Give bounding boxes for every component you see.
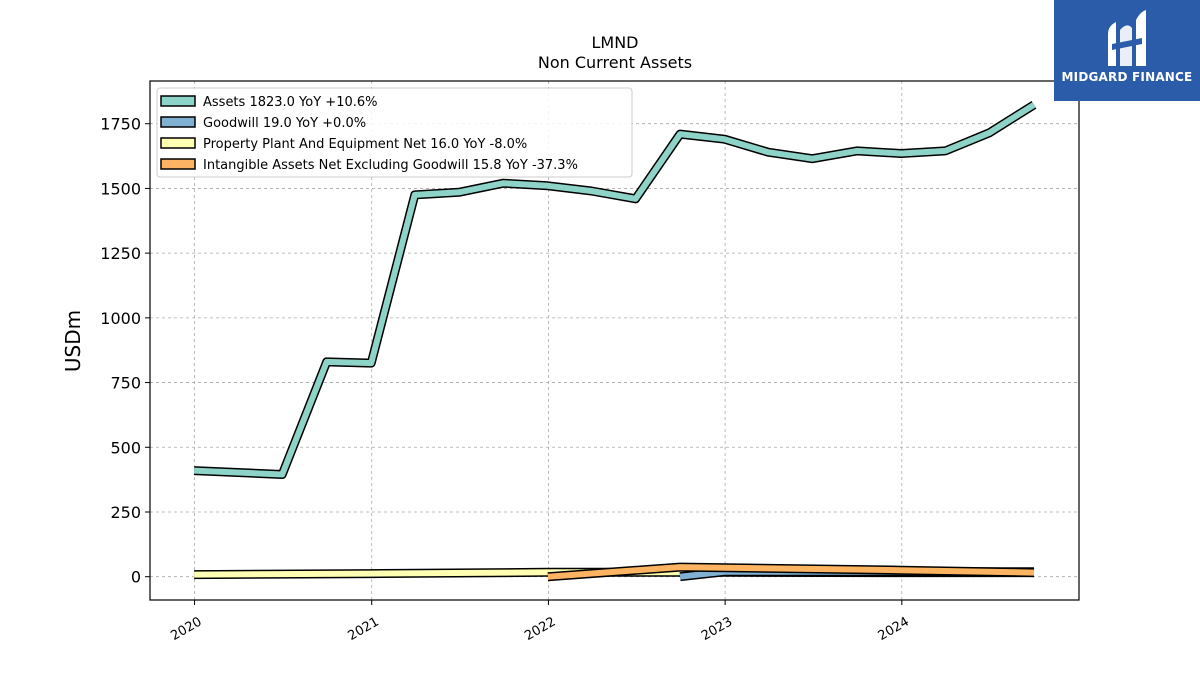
legend-swatch [160, 116, 196, 128]
series-3 [547, 562, 1035, 582]
y-tick-label: 1500 [100, 179, 141, 198]
y-tick-label: 1250 [100, 244, 141, 263]
legend-entry: Property Plant And Equipment Net 16.0 Yo… [203, 137, 527, 152]
x-tick-label: 2024 [876, 614, 912, 644]
y-tick-label: 500 [110, 438, 141, 457]
x-tick-label: 2020 [168, 614, 204, 644]
legend-swatch [160, 158, 196, 170]
legend-entry: Intangible Assets Net Excluding Goodwill… [203, 158, 578, 173]
y-tick-label: 1000 [100, 309, 141, 328]
plot-frame [149, 80, 1080, 601]
legend-swatch [160, 137, 196, 149]
y-tick-label: 750 [110, 374, 141, 393]
x-tick-label: 2022 [522, 614, 558, 644]
chart-title: LMND [591, 33, 638, 52]
series-line [547, 564, 1035, 580]
legend-swatch [160, 95, 196, 107]
series-0 [193, 100, 1037, 479]
x-tick-label: 2021 [346, 614, 382, 644]
legend-box [156, 87, 633, 178]
legend-entry: Goodwill 19.0 YoY +0.0% [203, 116, 366, 131]
y-axis-label: USDm [61, 310, 85, 372]
legend: Assets 1823.0 YoY +10.6% Goodwill 19.0 Yo… [156, 87, 633, 178]
legend-entry: Assets 1823.0 YoY +10.6% [203, 95, 378, 110]
watermark-text: MIDGARD FINANCE [1061, 70, 1193, 84]
y-axis: 0 250 500 750 1000 1250 1500 1750 [100, 115, 150, 587]
series-line [193, 102, 1036, 478]
midgard-logo-icon [1108, 10, 1146, 66]
series-layer [193, 100, 1037, 582]
x-tick-label: 2023 [699, 614, 735, 644]
y-tick-label: 1750 [100, 115, 141, 134]
y-tick-label: 0 [131, 568, 141, 587]
y-tick-label: 250 [110, 503, 141, 522]
midgard-finance-logo: MIDGARD FINANCE [1054, 0, 1200, 101]
x-axis: 2020 2021 2022 2023 2024 [168, 600, 912, 644]
chart-subtitle: Non Current Assets [538, 53, 692, 72]
